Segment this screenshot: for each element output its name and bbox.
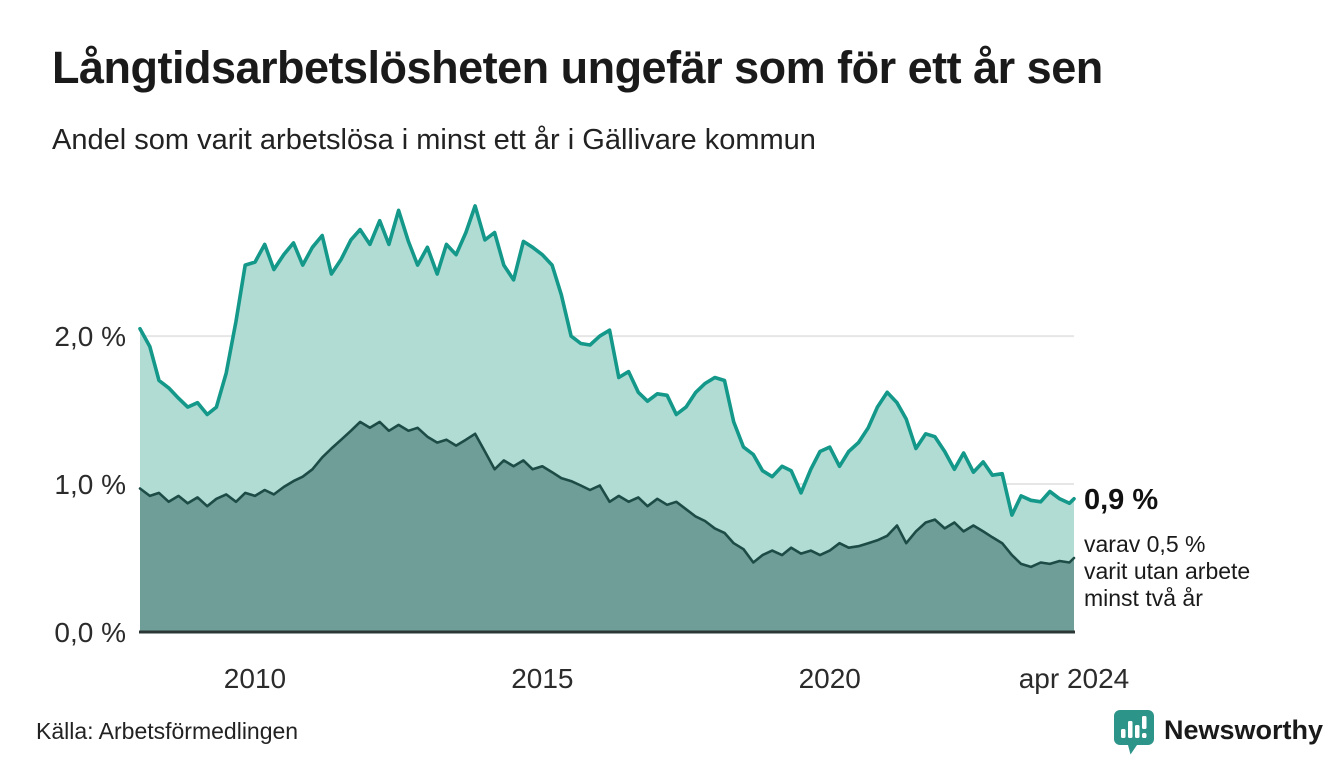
x-tick-label: 2015 xyxy=(511,663,573,694)
y-tick-label: 0,0 % xyxy=(54,617,126,648)
area-two-years xyxy=(140,421,1074,632)
line-total xyxy=(138,204,1076,517)
y-tick-label: 1,0 % xyxy=(54,469,126,500)
annotation-line-2: varit utan arbete xyxy=(1084,558,1251,584)
latest-total-value: 0,9 % xyxy=(1084,484,1159,516)
newsworthy-logo: Newsworthy xyxy=(1112,708,1323,756)
annotation-line-1: varav 0,5 % xyxy=(1084,531,1206,557)
x-tick-label: 2010 xyxy=(224,663,286,694)
y-tick-label: 2,0 % xyxy=(54,321,126,352)
source-note: Källa: Arbetsförmedlingen xyxy=(36,718,299,744)
brand-name: Newsworthy xyxy=(1164,715,1324,745)
page-title: Långtidsarbetslösheten ungefär som för e… xyxy=(52,42,1103,93)
annotation-line-3: minst två år xyxy=(1084,585,1203,611)
page-subtitle: Andel som varit arbetslösa i minst ett å… xyxy=(52,124,816,156)
latest-value-annotation: 0,9 % varav 0,5 % varit utan arbete mins… xyxy=(1084,484,1324,612)
newsworthy-bubble-chart-icon xyxy=(1114,710,1154,755)
x-tick-label: 2020 xyxy=(799,663,861,694)
line-two-years xyxy=(138,420,1076,569)
x-tick-label: apr 2024 xyxy=(1019,663,1130,694)
latest-two-year-note: varav 0,5 % varit utan arbete minst två … xyxy=(1084,531,1324,612)
